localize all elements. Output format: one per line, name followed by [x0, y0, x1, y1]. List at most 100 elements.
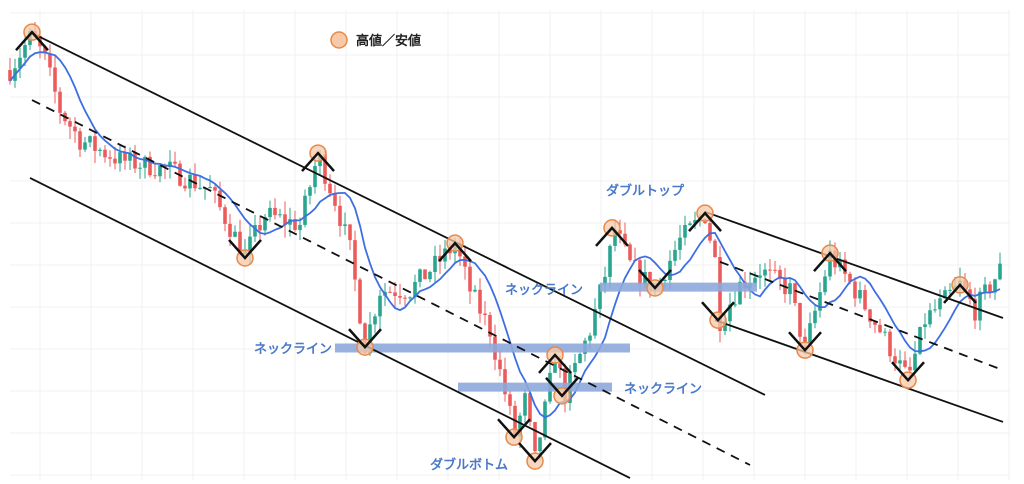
candle: [593, 308, 597, 336]
candle: [778, 269, 782, 279]
candle: [843, 259, 847, 274]
candle: [993, 279, 997, 293]
candle: [923, 324, 927, 328]
candle: [933, 309, 937, 311]
candle: [128, 152, 132, 161]
candle: [223, 207, 227, 224]
candle: [878, 324, 882, 333]
candle: [943, 290, 947, 299]
trough-mark: [638, 269, 672, 290]
candle: [403, 297, 407, 299]
candle: [463, 256, 467, 267]
candle: [233, 231, 237, 237]
candle: [903, 360, 907, 367]
candle: [483, 313, 487, 315]
trendline: [31, 32, 766, 396]
candle: [918, 327, 922, 354]
candle: [813, 310, 817, 324]
candle: [818, 292, 822, 311]
candle: [983, 284, 987, 292]
candle: [888, 331, 892, 357]
candle: [143, 156, 147, 168]
candle: [473, 289, 477, 292]
candle: [938, 298, 942, 310]
candle: [323, 154, 327, 184]
candle: [48, 53, 52, 68]
annotation-label: ダブルトップ: [606, 183, 685, 199]
candle: [498, 359, 502, 370]
peak-mark: [301, 151, 335, 172]
candle: [388, 291, 392, 293]
candle: [168, 161, 172, 168]
candle: [253, 225, 257, 237]
candle: [713, 240, 717, 258]
candle: [108, 157, 112, 159]
candle: [543, 401, 547, 438]
candle: [58, 91, 62, 113]
candle: [578, 353, 582, 364]
candle: [158, 165, 162, 177]
candle: [23, 45, 27, 58]
candle: [788, 283, 792, 295]
peak-mark: [15, 30, 49, 52]
candle: [858, 289, 862, 299]
candle: [8, 70, 12, 81]
candle: [278, 214, 282, 216]
legend-label: 高値／安値: [356, 33, 421, 49]
moving-average-line: [9, 51, 1001, 419]
candle: [528, 393, 532, 422]
candle: [728, 304, 732, 322]
candle: [718, 257, 722, 331]
trough-mark: [545, 377, 579, 398]
trough-mark: [518, 442, 552, 463]
candle: [413, 281, 417, 298]
peak-mark: [813, 251, 847, 272]
candle: [303, 195, 307, 225]
candle: [458, 245, 462, 257]
candle: [78, 131, 82, 150]
candle: [423, 269, 427, 280]
candle: [153, 175, 157, 177]
candle: [808, 323, 812, 344]
candle: [173, 161, 177, 164]
trough-mark: [788, 331, 822, 353]
candle: [518, 415, 522, 437]
trendline: [704, 210, 1004, 319]
candle: [573, 363, 577, 373]
candle: [558, 363, 562, 369]
candle: [588, 335, 592, 341]
candle: [823, 276, 827, 293]
candle: [123, 152, 127, 161]
candle: [673, 249, 677, 261]
trough-mark: [497, 418, 531, 440]
candle: [213, 187, 217, 191]
candle: [98, 149, 102, 151]
candle: [853, 281, 857, 299]
candle: [978, 291, 982, 321]
candle: [298, 224, 302, 230]
candle: [503, 369, 507, 395]
peak-mark: [538, 353, 572, 374]
candle: [328, 183, 332, 194]
candle: [183, 185, 187, 189]
candle: [688, 223, 692, 226]
candle: [758, 275, 762, 278]
candle: [608, 245, 612, 277]
candle: [683, 225, 687, 238]
candle: [803, 336, 807, 344]
candle: [868, 309, 872, 322]
candle: [973, 298, 977, 321]
candle: [618, 230, 622, 234]
candle: [523, 393, 527, 416]
candle: [263, 217, 267, 231]
candle: [663, 280, 667, 282]
candle: [378, 295, 382, 317]
candle: [333, 193, 337, 206]
candle: [893, 356, 897, 364]
candle: [293, 219, 297, 230]
candle: [228, 223, 232, 237]
candle: [448, 248, 452, 254]
candle: [133, 152, 137, 169]
